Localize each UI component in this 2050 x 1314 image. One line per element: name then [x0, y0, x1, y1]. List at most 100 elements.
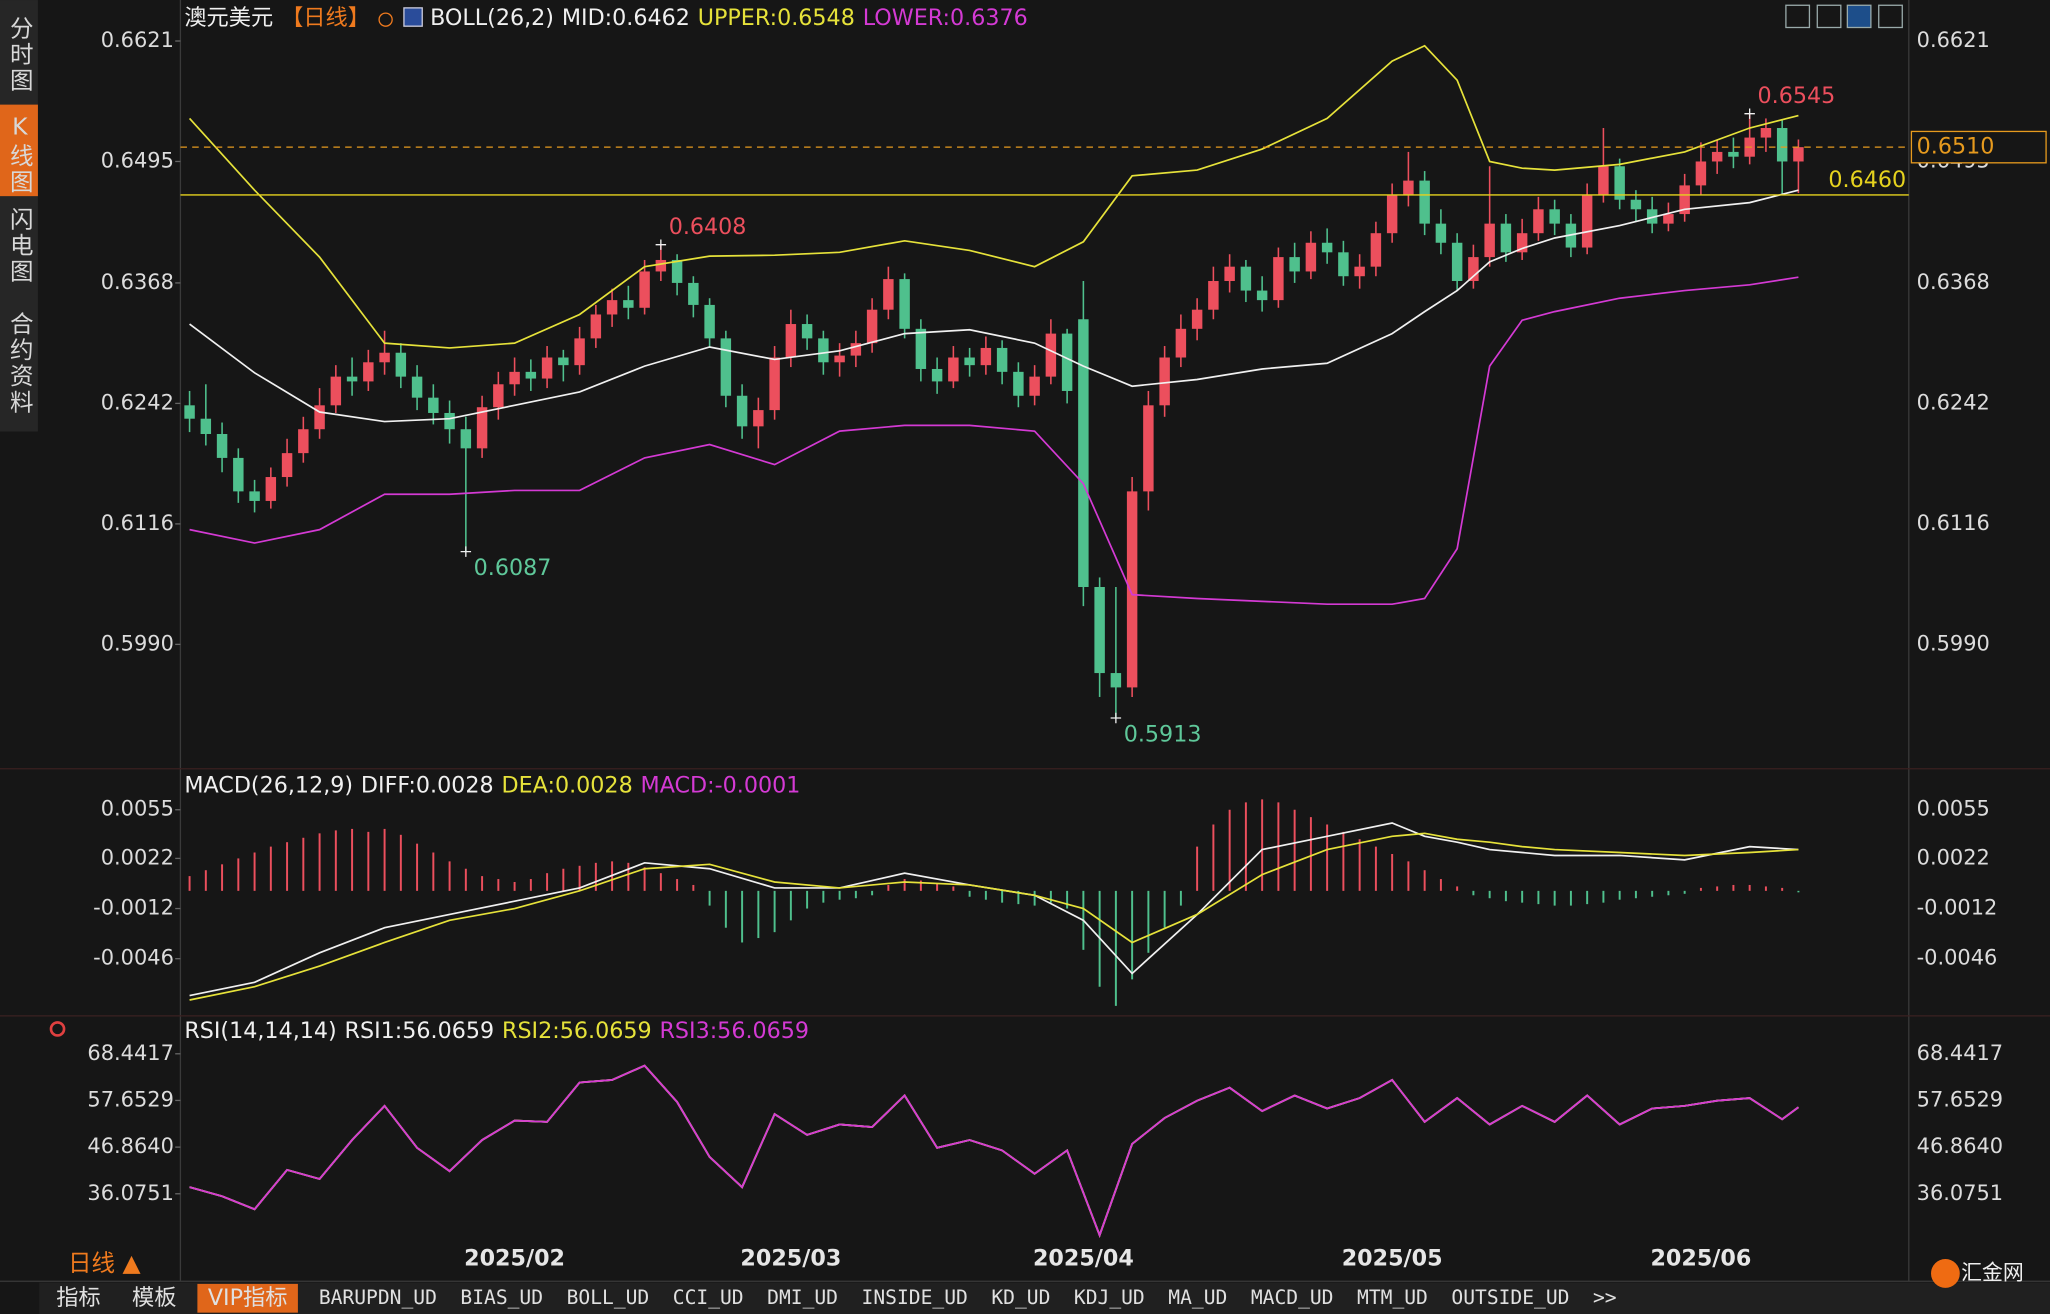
candle-body	[931, 368, 943, 382]
indicator-tab[interactable]: BARUPDN_UD	[319, 1286, 437, 1309]
indicator-tab[interactable]: MTM_UD	[1357, 1286, 1428, 1309]
candle-body	[1305, 242, 1317, 272]
candle-body	[1208, 281, 1219, 310]
period-selector[interactable]: 日线 ▲	[68, 1249, 142, 1277]
y-tick-label-right: 0.6116	[1917, 511, 1990, 535]
candle-body	[818, 338, 829, 363]
rsi-line	[189, 1064, 1799, 1238]
legend-entry: MACD:-0.0001	[641, 772, 801, 798]
candle-body	[590, 314, 602, 339]
candle-body	[1793, 147, 1804, 162]
y-tick-label-right: 0.6621	[1917, 28, 1990, 52]
candle-body	[1094, 587, 1105, 674]
side-tab[interactable]: 合约资料	[6, 311, 34, 416]
candle-body	[704, 304, 715, 339]
candle-body	[1468, 257, 1479, 282]
candle-body	[996, 347, 1008, 372]
tool-icon[interactable]	[1878, 4, 1903, 29]
indicator-tab[interactable]: 模板	[132, 1285, 176, 1311]
boll-line	[189, 189, 1799, 423]
candle-body	[1126, 491, 1138, 688]
candle-body	[948, 357, 959, 382]
candle-body	[753, 410, 764, 427]
x-tick-label: 2025/05	[1342, 1246, 1443, 1272]
candle-body	[850, 343, 862, 356]
y-tick-label-right: 0.0022	[1917, 845, 1990, 869]
indicator-tab[interactable]: 指标	[56, 1285, 100, 1311]
legend-entry: UPPER:0.6548	[698, 5, 855, 31]
candle-body	[801, 324, 813, 339]
tool-icon[interactable]	[1785, 4, 1811, 29]
x-tick-label: 2025/03	[740, 1246, 841, 1272]
candle-body	[1500, 223, 1512, 253]
icon	[378, 12, 393, 27]
candle-body	[606, 300, 618, 315]
side-tab-active	[0, 104, 38, 197]
indicator-tab[interactable]: KDJ_UD	[1074, 1286, 1145, 1309]
side-tab[interactable]: K线图	[6, 112, 34, 195]
candle-body	[1338, 252, 1349, 277]
candle-body	[346, 376, 358, 382]
y-tick-label-right: 0.6368	[1917, 270, 1990, 294]
y-tick-label-right: -0.0046	[1917, 946, 1998, 970]
side-tab[interactable]: 分时图	[6, 15, 34, 94]
tool-icon[interactable]	[1816, 4, 1842, 29]
candle-body	[444, 412, 455, 430]
candle-body	[314, 405, 325, 430]
y-tick-label-right: 0.6242	[1917, 390, 1990, 414]
candle-body	[785, 324, 797, 358]
chart-title: RSI(14,14,14)	[184, 1018, 336, 1044]
indicator-tab[interactable]: OUTSIDE_UD	[1451, 1286, 1569, 1309]
candle-body	[1598, 166, 1609, 195]
indicator-tab[interactable]: MACD_UD	[1251, 1286, 1334, 1309]
boll-line	[189, 276, 1799, 606]
indicator-tab[interactable]: BOLL_UD	[567, 1286, 650, 1309]
candle-body	[574, 338, 585, 366]
candle-body	[883, 279, 894, 310]
candle-body	[281, 453, 293, 478]
candle-body	[249, 491, 260, 501]
candle-body	[899, 279, 910, 329]
indicator-tab[interactable]: MA_UD	[1168, 1286, 1227, 1309]
candle-body	[1776, 128, 1788, 162]
candle-body	[623, 300, 634, 308]
candle-body	[1728, 151, 1739, 157]
candle-body	[265, 477, 277, 501]
indicator-tab[interactable]: >>	[1593, 1286, 1617, 1309]
tab-active-bg	[197, 1283, 298, 1313]
candle-body	[1273, 257, 1284, 301]
y-tick-label-right: 0.0055	[1917, 797, 1990, 821]
tool-icon[interactable]	[1846, 4, 1872, 29]
indicator-name: BOLL(26,2)	[430, 5, 554, 31]
candle-body	[655, 259, 667, 272]
extreme-label: 0.6087	[474, 555, 552, 581]
candle-body	[1240, 266, 1252, 291]
indicator-tab[interactable]: INSIDE_UD	[862, 1286, 968, 1309]
candle-body	[769, 357, 780, 411]
candle-body	[1663, 214, 1674, 224]
indicator-tab[interactable]: BIAS_UD	[460, 1286, 543, 1309]
extreme-marker	[460, 546, 472, 557]
side-tab[interactable]: 闪电图	[6, 206, 34, 285]
candle-body	[493, 384, 504, 408]
chart-title: MACD(26,12,9)	[184, 772, 353, 798]
candle-body	[1013, 371, 1024, 396]
y-tick-label: 0.0022	[101, 845, 174, 869]
indicator-tab[interactable]: KD_UD	[991, 1286, 1050, 1309]
y-tick-label: 0.5990	[101, 631, 174, 655]
y-tick-label: -0.0046	[93, 946, 174, 970]
settings-icon[interactable]	[49, 1021, 66, 1037]
candle-body	[736, 395, 748, 427]
indicator-tab[interactable]: DMI_UD	[767, 1286, 838, 1309]
candle-body	[509, 371, 520, 385]
y-tick-label-right: 46.8640	[1917, 1134, 2003, 1158]
indicator-tab[interactable]: VIP指标	[208, 1285, 288, 1311]
candle-body	[476, 407, 488, 449]
indicator-tab[interactable]: CCI_UD	[673, 1286, 744, 1309]
candle-body	[1191, 309, 1203, 329]
candle-body	[1646, 209, 1658, 224]
macd-line	[189, 822, 1799, 997]
candle-body	[1078, 319, 1089, 588]
y-tick-label: 0.6116	[101, 511, 174, 535]
